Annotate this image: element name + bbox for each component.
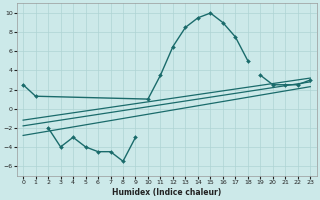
X-axis label: Humidex (Indice chaleur): Humidex (Indice chaleur) xyxy=(112,188,221,197)
